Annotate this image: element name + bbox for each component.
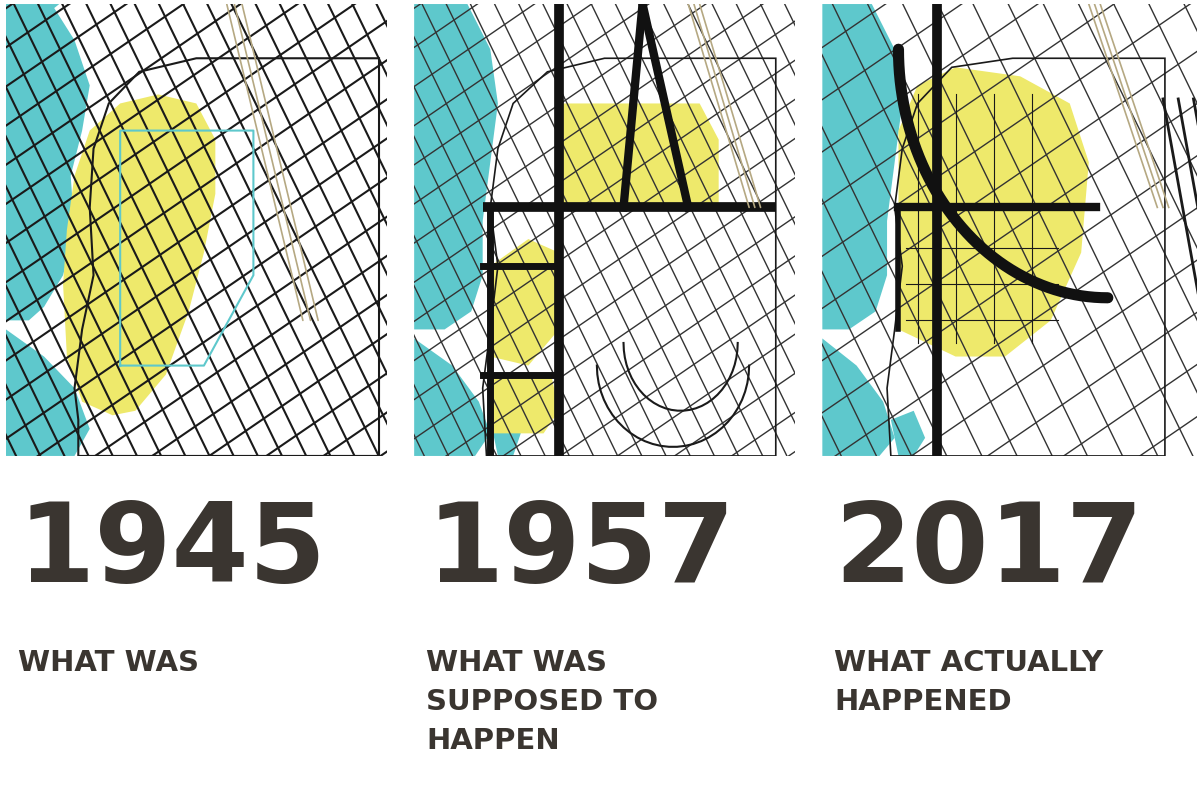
Text: WHAT WAS: WHAT WAS xyxy=(18,649,199,677)
Polygon shape xyxy=(559,103,718,207)
Text: 1957: 1957 xyxy=(426,498,735,605)
Polygon shape xyxy=(822,338,894,456)
Polygon shape xyxy=(6,329,90,456)
Polygon shape xyxy=(414,4,498,329)
Text: WHAT WAS
SUPPOSED TO
HAPPEN: WHAT WAS SUPPOSED TO HAPPEN xyxy=(426,649,658,755)
Polygon shape xyxy=(25,4,60,27)
Polygon shape xyxy=(899,67,1089,357)
Text: 2017: 2017 xyxy=(834,498,1143,605)
Polygon shape xyxy=(6,4,90,320)
Polygon shape xyxy=(414,338,491,456)
Text: 1945: 1945 xyxy=(18,498,327,605)
Polygon shape xyxy=(891,411,925,456)
Polygon shape xyxy=(491,411,521,456)
Text: WHAT ACTUALLY
HAPPENED: WHAT ACTUALLY HAPPENED xyxy=(834,649,1104,716)
Polygon shape xyxy=(822,4,903,329)
Polygon shape xyxy=(491,239,559,366)
Polygon shape xyxy=(63,94,215,416)
Polygon shape xyxy=(491,374,559,433)
